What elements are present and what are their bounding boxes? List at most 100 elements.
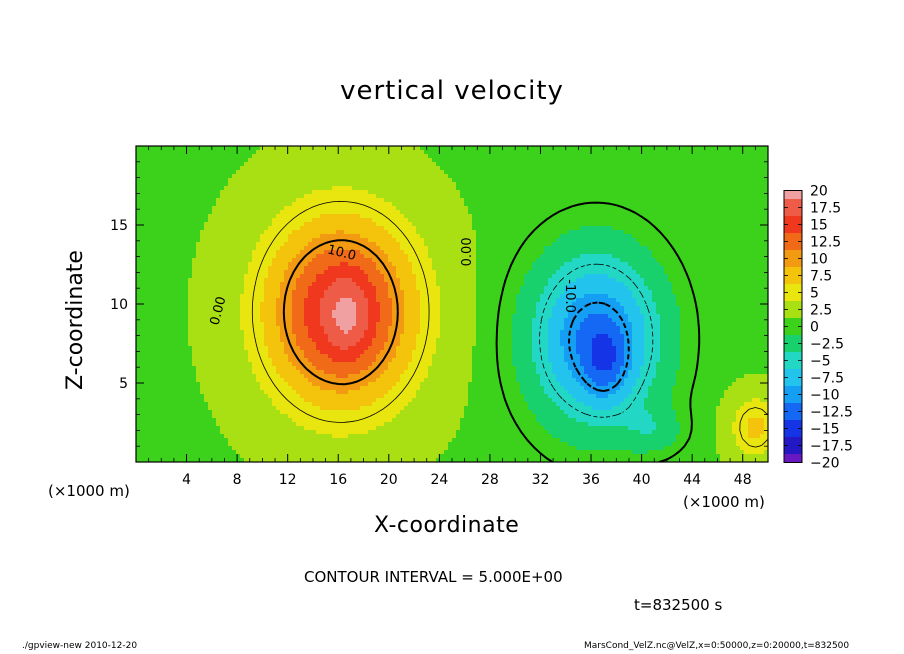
- heatmap-cell: [480, 174, 485, 179]
- heatmap-cell: [560, 242, 565, 247]
- heatmap-cell: [496, 218, 501, 223]
- heatmap-cell: [264, 166, 269, 171]
- heatmap-cell: [404, 166, 409, 171]
- heatmap-cell: [156, 214, 161, 219]
- heatmap-cell: [744, 166, 749, 171]
- heatmap-cell: [668, 250, 673, 255]
- heatmap-cell: [640, 246, 645, 251]
- heatmap-cell: [188, 210, 193, 215]
- heatmap-cell: [220, 182, 225, 187]
- heatmap-cell: [544, 158, 549, 163]
- heatmap-cell: [728, 190, 733, 195]
- heatmap-cell: [208, 150, 213, 155]
- heatmap-cell: [316, 194, 321, 199]
- heatmap-cell: [148, 182, 153, 187]
- heatmap-cell: [388, 166, 393, 171]
- heatmap-cell: [464, 150, 469, 155]
- heatmap-cell: [584, 186, 589, 191]
- heatmap-cell: [392, 238, 397, 243]
- heatmap-cell: [716, 166, 721, 171]
- heatmap-cell: [212, 270, 217, 275]
- heatmap-cell: [516, 246, 521, 251]
- heatmap-cell: [296, 222, 301, 227]
- heatmap-cell: [372, 214, 377, 219]
- heatmap-cell: [224, 190, 229, 195]
- heatmap-cell: [472, 166, 477, 171]
- heatmap-cell: [304, 174, 309, 179]
- heatmap-cell: [580, 254, 585, 259]
- heatmap-cell: [256, 206, 261, 211]
- heatmap-cell: [588, 206, 593, 211]
- heatmap-cell: [600, 146, 605, 151]
- heatmap-cell: [272, 250, 277, 255]
- heatmap-cell: [152, 234, 157, 239]
- heatmap-cell: [704, 190, 709, 195]
- heatmap-cell: [396, 170, 401, 175]
- heatmap-cell: [592, 246, 597, 251]
- heatmap-cell: [716, 226, 721, 231]
- heatmap-cell: [172, 166, 177, 171]
- heatmap-cell: [440, 234, 445, 239]
- heatmap-cell: [472, 234, 477, 239]
- heatmap-cell: [160, 182, 165, 187]
- heatmap-cell: [212, 218, 217, 223]
- heatmap-cell: [416, 230, 421, 235]
- heatmap-cell: [560, 178, 565, 183]
- heatmap-cell: [212, 258, 217, 263]
- heatmap-cell: [196, 218, 201, 223]
- heatmap-cell: [764, 230, 768, 235]
- heatmap-cell: [560, 174, 565, 179]
- heatmap-cell: [700, 266, 705, 271]
- heatmap-cell: [756, 158, 761, 163]
- heatmap-cell: [560, 150, 565, 155]
- heatmap-cell: [576, 174, 581, 179]
- heatmap-cell: [492, 238, 497, 243]
- heatmap-cell: [644, 178, 649, 183]
- heatmap-cell: [588, 210, 593, 215]
- heatmap-cell: [500, 174, 505, 179]
- heatmap-cell: [760, 166, 765, 171]
- heatmap-cell: [248, 238, 253, 243]
- heatmap-cell: [436, 270, 441, 275]
- heatmap-cell: [760, 186, 765, 191]
- heatmap-cell: [188, 190, 193, 195]
- heatmap-cell: [284, 182, 289, 187]
- heatmap-cell: [368, 250, 373, 255]
- heatmap-cell: [720, 210, 725, 215]
- heatmap-cell: [492, 218, 497, 223]
- heatmap-cell: [708, 262, 713, 267]
- heatmap-cell: [608, 182, 613, 187]
- heatmap-cell: [608, 190, 613, 195]
- heatmap-cell: [156, 266, 161, 271]
- heatmap-cell: [452, 266, 457, 271]
- heatmap-cell: [692, 198, 697, 203]
- heatmap-cell: [204, 154, 209, 159]
- heatmap-cell: [528, 162, 533, 167]
- heatmap-cell: [344, 222, 349, 227]
- heatmap-cell: [732, 146, 737, 151]
- heatmap-cell: [612, 190, 617, 195]
- heatmap-cell: [676, 178, 681, 183]
- heatmap-cell: [648, 266, 653, 271]
- heatmap-cell: [168, 166, 173, 171]
- heatmap-cell: [588, 258, 593, 263]
- heatmap-cell: [244, 174, 249, 179]
- heatmap-cell: [588, 174, 593, 179]
- heatmap-cell: [652, 166, 657, 171]
- heatmap-cell: [216, 190, 221, 195]
- heatmap-cell: [548, 238, 553, 243]
- heatmap-cell: [556, 158, 561, 163]
- heatmap-cell: [692, 158, 697, 163]
- heatmap-cell: [440, 170, 445, 175]
- heatmap-cell: [728, 234, 733, 239]
- heatmap-cell: [620, 162, 625, 167]
- heatmap-cell: [592, 230, 597, 235]
- heatmap-cell: [424, 198, 429, 203]
- heatmap-cell: [260, 162, 265, 167]
- heatmap-cell: [536, 210, 541, 215]
- heatmap-cell: [508, 230, 513, 235]
- heatmap-cell: [664, 166, 669, 171]
- heatmap-cell: [256, 162, 261, 167]
- heatmap-cell: [368, 210, 373, 215]
- heatmap-cell: [392, 246, 397, 251]
